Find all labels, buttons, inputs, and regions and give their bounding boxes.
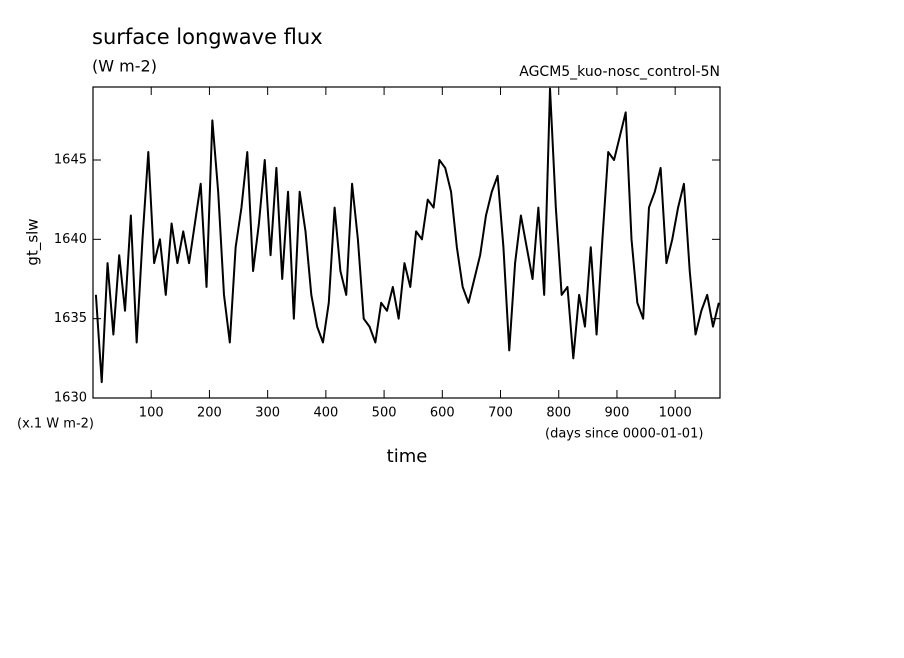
x-axis-label: time bbox=[387, 446, 428, 467]
chart-title: surface longwave flux bbox=[92, 25, 323, 49]
x-tick-label: 900 bbox=[605, 406, 630, 421]
x-tick-label: 800 bbox=[546, 406, 571, 421]
x-tick-label: 400 bbox=[313, 406, 338, 421]
y-tick-label: 1645 bbox=[54, 152, 87, 167]
y-tick-label: 1635 bbox=[54, 311, 87, 326]
y-unit: (x.1 W m-2) bbox=[17, 417, 94, 432]
data-line bbox=[94, 87, 720, 384]
y-tick-label: 1640 bbox=[54, 232, 87, 247]
x-tick-label: 200 bbox=[197, 406, 222, 421]
x-unit: (days since 0000-01-01) bbox=[545, 427, 703, 442]
x-tick-label: 300 bbox=[255, 406, 280, 421]
y-tick-label: 1630 bbox=[54, 391, 87, 406]
x-tick-label: 500 bbox=[372, 406, 397, 421]
plot-frame bbox=[92, 86, 721, 399]
x-tick-label: 100 bbox=[139, 406, 164, 421]
x-tick-label: 600 bbox=[430, 406, 455, 421]
chart-subtitle: (W m-2) bbox=[92, 57, 157, 76]
x-tick-label: 700 bbox=[488, 406, 513, 421]
annotation: AGCM5_kuo-nosc_control-5N bbox=[519, 64, 720, 80]
y-axis-label: gt_slw bbox=[24, 218, 43, 265]
x-tick-label: 1000 bbox=[659, 406, 692, 421]
